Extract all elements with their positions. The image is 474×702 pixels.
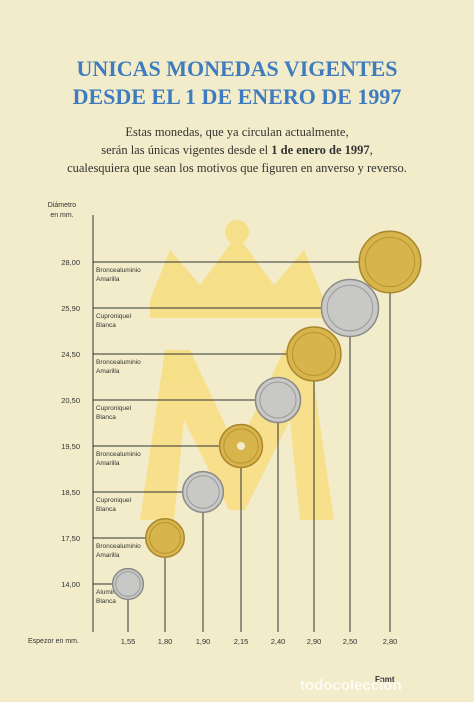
diameter-label: 28,00 [61, 258, 80, 267]
thickness-label: 2,90 [307, 637, 322, 646]
material-label: Amarilla [96, 460, 120, 467]
thickness-label: 2,50 [343, 637, 358, 646]
intro-text: serán las únicas vigentes desde el [101, 143, 271, 157]
material-label: Blanca [96, 322, 116, 329]
coin [145, 518, 185, 558]
material-label: Amarilla [96, 368, 120, 375]
coin-rim [149, 522, 181, 554]
diameter-label: 19,50 [61, 442, 80, 451]
diameter-label: 14,00 [61, 580, 80, 589]
coin-rim [326, 284, 374, 332]
y-axis-label: en mm. [50, 212, 73, 219]
material-label: Amarilla [96, 276, 120, 283]
diameter-label: 18,50 [61, 488, 80, 497]
material-label: Amarilla [96, 552, 120, 559]
diameter-label: 24,50 [61, 350, 80, 359]
x-axis-label: Espezor en mm. [28, 638, 79, 645]
y-axis-label: Diámetro [48, 202, 77, 209]
coin [286, 326, 342, 382]
coin [320, 278, 380, 338]
thickness-label: 2,15 [234, 637, 249, 646]
diameter-label: 17,50 [61, 534, 80, 543]
thickness-label: 1,80 [158, 637, 173, 646]
chart-rows: 28,00 Broncealuminio Amarilla 2,80 25,90 Cupr… [61, 230, 422, 646]
title-line: UNICAS MONEDAS VIGENTES [76, 56, 397, 81]
intro-text: , [370, 143, 373, 157]
title-line: DESDE EL 1 DE ENERO DE 1997 [73, 84, 402, 109]
coin-rim [223, 428, 259, 464]
coin-rim [364, 236, 416, 288]
coin [181, 470, 225, 514]
coin-hole [237, 442, 245, 450]
coin-rim [115, 571, 141, 597]
diameter-label: 25,90 [61, 304, 80, 313]
thickness-label: 1,55 [121, 637, 136, 646]
intro-bold: 1 de enero de 1997 [271, 143, 369, 157]
watermark: todocoleccion [300, 677, 402, 694]
coin-rim [259, 381, 297, 419]
thickness-label: 1,90 [196, 637, 211, 646]
material-label: Cuproniquel [96, 497, 132, 504]
diameter-label: 20,50 [61, 396, 80, 405]
thickness-label: 2,40 [271, 637, 286, 646]
material-label: Broncealuminio [96, 267, 141, 274]
intro-line: serán las únicas vigentes desde el 1 de … [101, 143, 373, 157]
coin [358, 230, 422, 294]
material-label: Aluminio [96, 589, 121, 596]
coin-rim [291, 331, 337, 377]
intro-line: Estas monedas, que ya circulan actualmen… [125, 125, 348, 139]
material-label: Broncealuminio [96, 359, 141, 366]
material-label: Cuproniquel [96, 405, 132, 412]
material-label: Blanca [96, 598, 116, 605]
material-label: Broncealuminio [96, 451, 141, 458]
material-label: Blanca [96, 506, 116, 513]
coin [254, 376, 302, 424]
material-label: Broncealuminio [96, 543, 141, 550]
thickness-label: 2,80 [383, 637, 398, 646]
material-label: Blanca [96, 414, 116, 421]
logo: Fnmt [375, 675, 395, 684]
coin-rim [186, 475, 220, 509]
coin [111, 567, 145, 601]
material-label: Cuproniquel [96, 313, 132, 320]
intro-line: cualesquiera que sean los motivos que fi… [67, 161, 407, 175]
